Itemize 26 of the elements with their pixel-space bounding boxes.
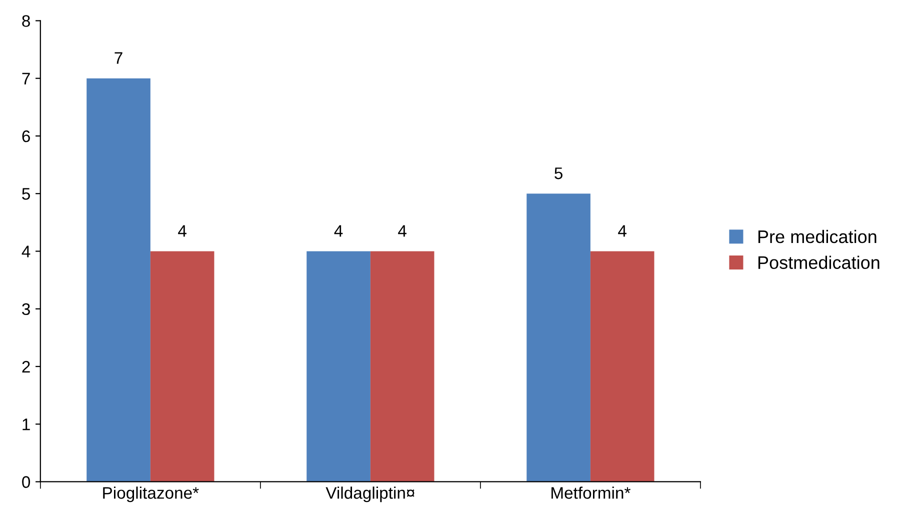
- bar: [306, 251, 370, 482]
- y-tick-label: 5: [22, 188, 30, 200]
- x-tick-label: Pioglitazone*: [103, 486, 199, 502]
- data-label: 5: [554, 168, 562, 180]
- data-label: 4: [334, 225, 343, 237]
- y-tick-label: 7: [22, 72, 30, 84]
- legend-label: Postmedication: [758, 256, 880, 270]
- bar: [150, 251, 214, 482]
- bar: [370, 251, 434, 482]
- x-tick-label: Vildagliptin¤: [326, 486, 414, 502]
- y-tick-label: 0: [22, 476, 30, 488]
- y-tick-label: 2: [22, 360, 30, 373]
- bar: [526, 194, 590, 482]
- y-tick-label: 6: [22, 130, 30, 142]
- y-tick-label: 8: [22, 15, 30, 27]
- bar: [590, 251, 654, 482]
- x-tick-label: Metformin*: [552, 486, 630, 499]
- legend-label: Pre medication: [758, 230, 876, 244]
- data-label: 4: [178, 225, 186, 237]
- y-tick-label: 1: [22, 418, 30, 430]
- y-tick-label: 4: [22, 246, 30, 258]
- data-label: 4: [618, 225, 626, 237]
- data-label: 4: [398, 225, 406, 237]
- y-tick-label: 3: [22, 303, 30, 316]
- data-label: 7: [114, 52, 122, 64]
- bar: [86, 78, 150, 482]
